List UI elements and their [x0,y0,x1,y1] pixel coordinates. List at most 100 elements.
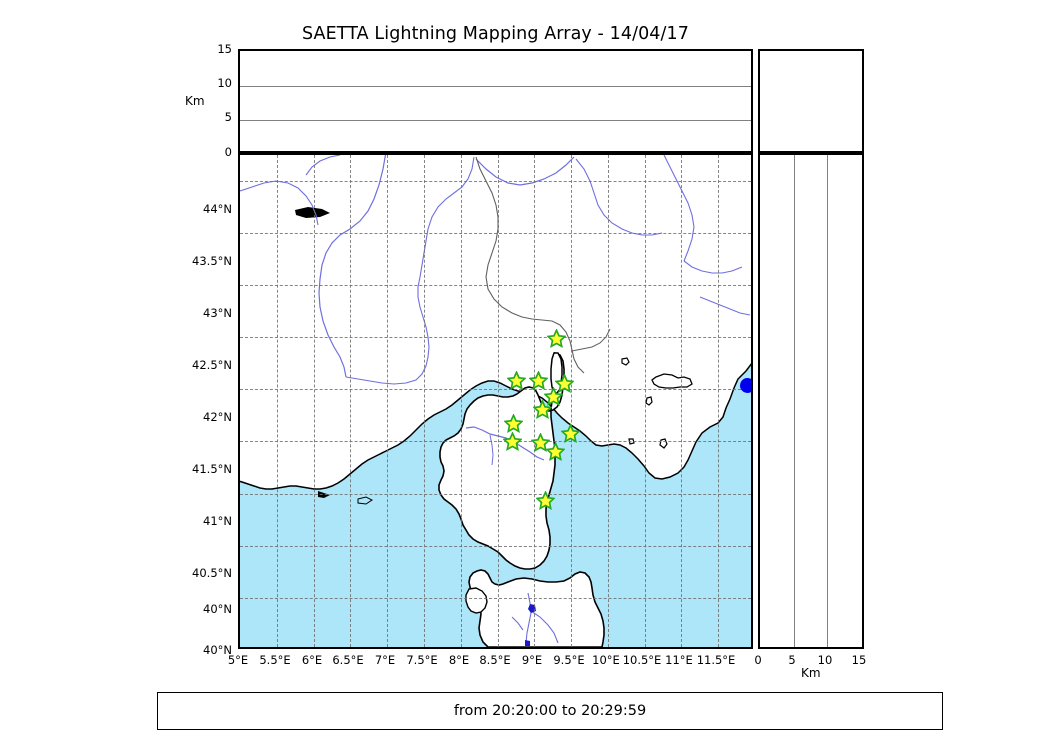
side-altitude-latitude-panel[interactable] [758,153,864,649]
lake-sardinia-b [525,640,530,646]
top-altitude-longitude-panel[interactable] [238,49,753,153]
island-capraia [645,396,653,406]
map-gridline-lat-44.5 [240,180,751,182]
river-durance [345,276,430,385]
map-gridline-lat-43.5 [240,285,751,287]
map-ytick-43: 42.5°N [192,358,232,372]
map-xtick-9.5: 9.5°E [553,653,585,667]
map-xtick-11.5: 11.5°E [696,653,736,667]
map-xtick-9: 9°E [521,653,543,667]
side-gridline-10 [827,155,829,647]
lma-station-marker[interactable] [535,491,555,510]
map-geography [240,155,751,647]
map-ytick-40.5: 40°N [203,602,232,616]
lma-station-marker[interactable] [531,433,551,452]
island-giglio [621,357,630,366]
map-xtick-8: 8°E [448,653,470,667]
top-right-corner-panel[interactable] [758,49,864,153]
time-range-bar: from 20:20:00 to 20:29:59 [157,692,943,730]
map-ytick-44: 43.5°N [192,254,232,268]
map-ytick-40: 40°N [203,643,232,657]
top-ytick-5: 5 [224,110,232,124]
coastline-estuary [295,207,330,218]
lma-station-marker[interactable] [532,400,552,420]
map-ytick-43.5: 43°N [203,306,232,320]
map-ytick-44.5: 44°N [203,202,232,216]
time-range-text: from 20:20:00 to 20:29:59 [453,703,647,719]
side-gridline-5 [793,155,795,647]
coastline-sardinia [468,569,605,647]
top-ytick-10: 10 [217,76,232,90]
map-gridline-lon-11 [681,155,683,647]
map-gridline-lat-40.5 [240,597,751,599]
lma-station-marker[interactable] [554,373,574,393]
coastline-corsica [438,351,565,570]
lma-station-marker[interactable] [502,431,522,451]
map-xtick-7: 7°E [374,653,396,667]
river-ne-c [683,260,743,274]
map-ytick-42.5: 42°N [203,410,232,424]
side-xtick-0: 0 [754,653,762,667]
map-gridline-lat-41.5 [240,493,751,495]
coastline-inlet-a [357,496,373,505]
lma-station-marker[interactable] [528,371,548,391]
map-gridline-lon-9.5 [571,155,573,647]
map-xtick-11: 11°E [665,653,693,667]
lma-station-marker[interactable] [560,424,580,444]
river-rhone [318,155,387,378]
lma-station-marker[interactable] [546,442,565,462]
map-xtick-6.5: 6.5°E [332,653,364,667]
river-north-b [305,155,341,176]
map-gridline-lat-41 [240,545,751,547]
map-gridline-lon-7 [387,155,389,647]
top-gridline-5 [240,119,751,121]
river-arno [699,296,751,316]
map-gridline-lon-7.5 [423,155,425,647]
map-gridline-lat-42.5 [240,389,751,391]
river-sardinia-b [530,610,559,644]
map-xtick-7.5: 7.5°E [406,653,438,667]
map-gridline-lon-6.5 [350,155,352,647]
coastline-mainland [240,155,751,490]
river-sardinia-a [525,592,532,644]
map-xtick-6: 6°E [301,653,323,667]
side-xtick-10: 10 [817,653,833,667]
map-ytick-41.5: 41°N [203,514,232,528]
map-gridline-lon-8 [460,155,462,647]
coastline-riviera-cape [318,491,330,498]
map-gridline-lon-11.5 [718,155,720,647]
top-ytick-0: 0 [224,145,232,159]
map-gridline-lon-5.5 [276,155,278,647]
map-gridline-lon-10.5 [644,155,646,647]
map-xtick-10: 10°E [592,653,620,667]
lma-station-marker[interactable] [504,413,524,433]
island-montecristo [659,438,668,449]
lma-station-marker[interactable] [546,328,566,348]
map-gridline-lat-44 [240,233,751,234]
river-ne-b [663,155,695,262]
map-xtick-5.5: 5.5°E [259,653,291,667]
lma-station-marker[interactable] [506,371,526,391]
map-gridline-lon-10 [607,155,609,647]
border-inner-a [571,328,611,352]
lightning-source-marker[interactable] [739,378,751,394]
river-golo [465,426,545,461]
map-gridline-lon-9 [534,155,536,647]
map-xtick-8.5: 8.5°E [479,653,511,667]
map-gridline-lat-43 [240,337,751,339]
lake-sardinia-a [528,604,536,613]
side-panel-xlabel: Km [801,666,821,680]
river-corsica-south [489,434,494,466]
map-ytick-42: 41.5°N [192,462,232,476]
lma-station-marker[interactable] [543,386,563,406]
map-gridline-lon-8.5 [497,155,499,647]
coastline-sardinia-west-peninsula [465,587,488,614]
top-ytick-15: 15 [217,42,232,56]
map-ytick-41: 40.5°N [192,566,232,580]
top-panel-ylabel: Km [185,94,205,108]
map-panel[interactable] [238,153,753,649]
side-xtick-5: 5 [788,653,796,667]
river-sardinia-c [511,616,524,631]
river-po [475,156,575,186]
